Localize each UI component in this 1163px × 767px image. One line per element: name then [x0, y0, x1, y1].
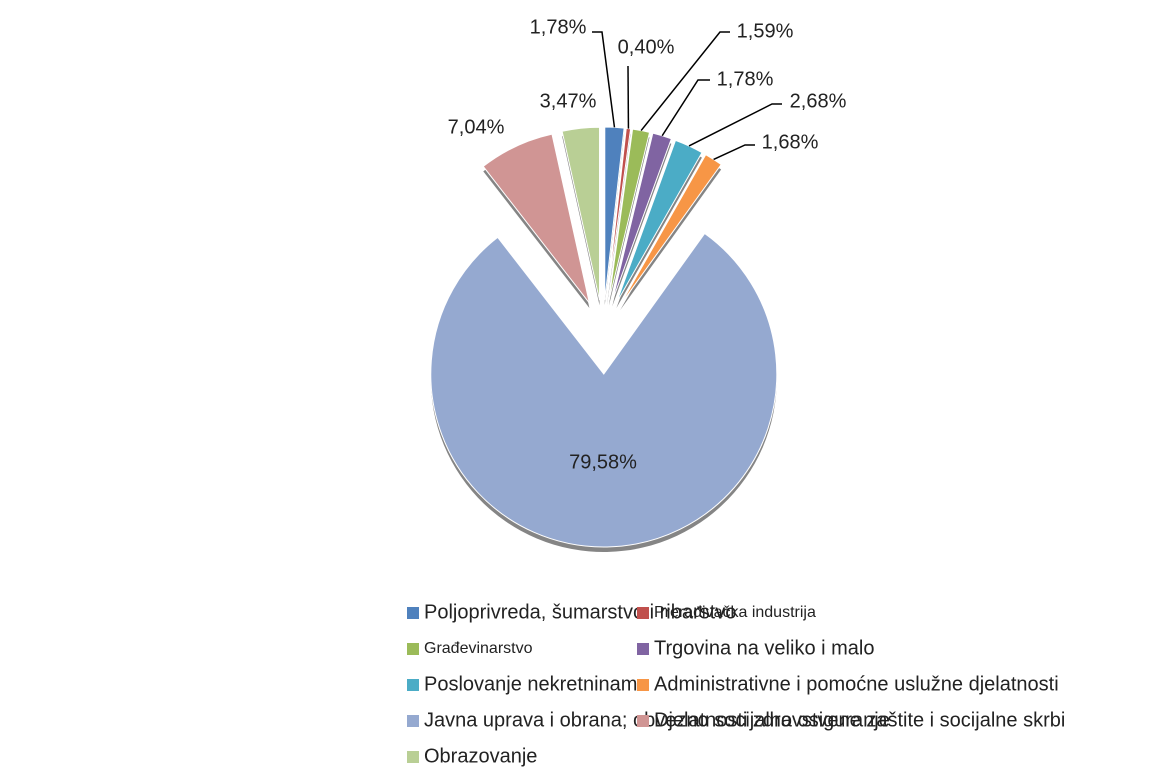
pie-slice [606, 127, 632, 301]
legend-label: Poljoprivreda, šumarstvo i ribarstvo [424, 601, 736, 623]
legend-label: Trgovina na veliko i malo [654, 637, 874, 659]
data-label: 2,68% [790, 90, 847, 112]
leader-line [592, 31, 616, 128]
leader-line [640, 31, 730, 132]
legend-label: Obrazovanje [424, 745, 537, 767]
legend-label: Građevinarstvo [424, 640, 533, 657]
legend-swatch [407, 607, 419, 619]
data-label: 3,47% [540, 90, 597, 112]
legend-swatch [637, 715, 649, 727]
legend-swatch [637, 643, 649, 655]
data-label: 1,78% [717, 68, 774, 90]
leader-line [713, 144, 755, 161]
legend-swatch [637, 679, 649, 691]
pie-slice-side [606, 133, 631, 306]
legend-label: Administrativne i pomoćne uslužne djelat… [654, 673, 1059, 695]
legend-swatch [407, 643, 419, 655]
pie-slice [604, 126, 625, 301]
leader-line [688, 103, 782, 147]
data-label: 0,40% [618, 36, 675, 58]
legend-label: Djelatnosti zdravstvene zaštite i socija… [654, 709, 1065, 731]
data-label: 1,59% [737, 20, 794, 42]
legend-swatch [407, 715, 419, 727]
legend-label: Javna uprava i obrana; obvezno socijalno… [424, 709, 890, 731]
legend-label: Poslovanje nekretninama [424, 673, 649, 695]
legend-swatch [637, 607, 649, 619]
pie-slice [608, 128, 651, 301]
legend-swatch [407, 751, 419, 763]
data-label: 79,58% [569, 451, 637, 473]
data-label: 1,68% [762, 131, 819, 153]
data-label: 1,78% [530, 16, 587, 38]
pie-slice [482, 133, 590, 304]
pie-slice [561, 126, 601, 301]
legend-swatch [407, 679, 419, 691]
pie-slice [615, 139, 703, 304]
pie-slice-side [608, 134, 650, 306]
data-label: 7,04% [448, 116, 505, 138]
leader-line [661, 79, 710, 137]
pie-slice [430, 232, 778, 548]
legend-label: Prerađivačka industrija [654, 604, 816, 621]
